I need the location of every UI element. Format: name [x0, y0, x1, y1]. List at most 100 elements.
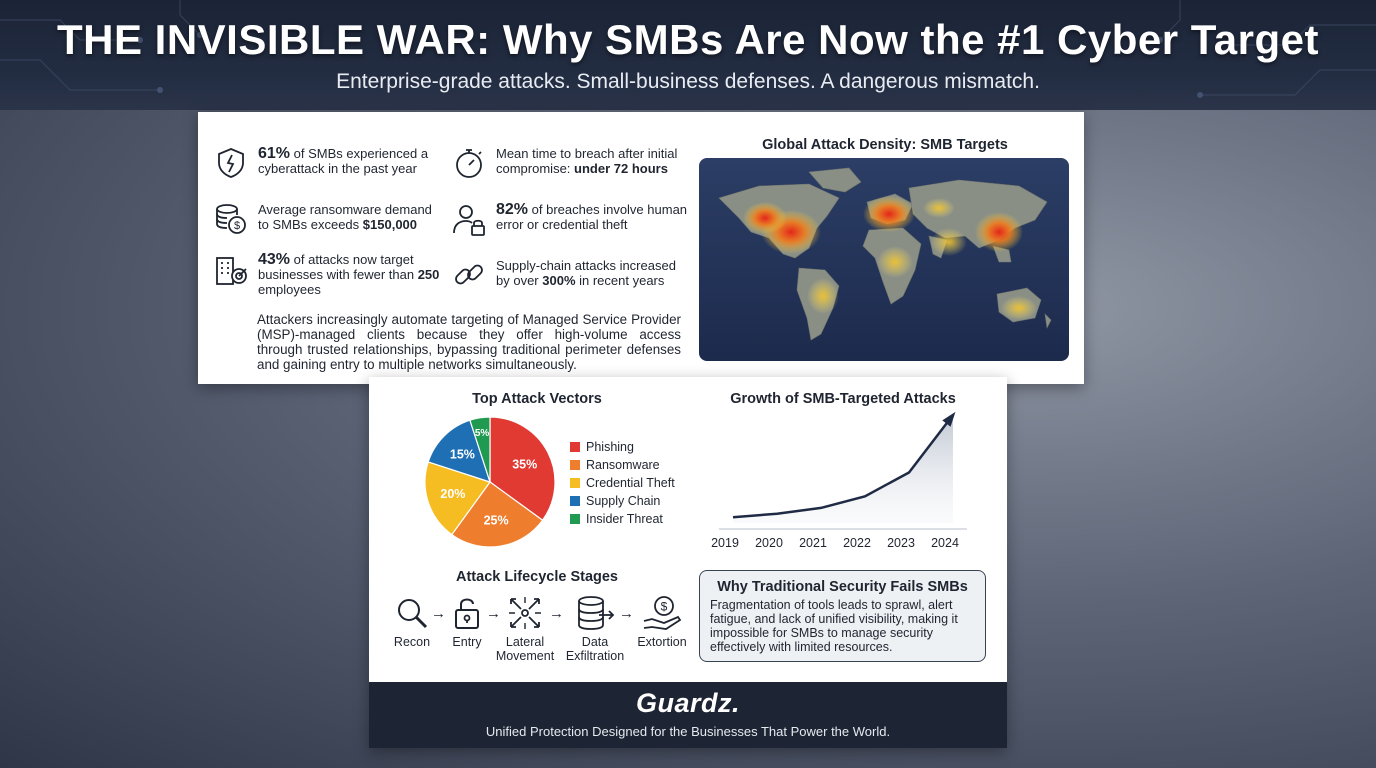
pie-slice [450, 481, 544, 548]
arrow-icon: → [431, 605, 446, 622]
lifecycle-title: Attack Lifecycle Stages [456, 569, 618, 585]
stage-label: Lateral Movement [495, 635, 555, 663]
msp-paragraph: Attackers increasingly automate targetin… [257, 312, 681, 372]
growth-area [733, 415, 953, 523]
legend-item: Supply Chain [570, 492, 675, 510]
building-target-icon [216, 257, 247, 285]
pie-legend: Phishing Ransomware Credential Theft Supply… [570, 438, 675, 528]
stat-bold: $150,000 [362, 217, 418, 232]
legend-swatch [570, 460, 580, 470]
pie-slice [489, 416, 556, 522]
user-lock-icon [453, 205, 485, 236]
growth-title: Growth of SMB-Targeted Attacks [730, 391, 956, 407]
legend-label: Supply Chain [586, 494, 661, 508]
database-export-icon [578, 596, 615, 630]
stage-label: Extortion [637, 635, 687, 649]
page-subtitle: Enterprise-grade attacks. Small-business… [336, 70, 1040, 93]
stat-item: 82% of breaches involve human error or c… [452, 202, 692, 236]
page-title: THE INVISIBLE WAR: Why SMBs Are Now the … [56, 16, 1319, 63]
stat-item: 61% of SMBs experienced a cyberattack in… [214, 146, 438, 180]
pie-slice-label: 25% [484, 514, 509, 528]
stage-data-exfiltration: Data Exfiltration [555, 595, 635, 663]
arrow-icon: → [549, 605, 564, 622]
chain-link-icon [455, 264, 483, 285]
growth-chart: 2019 2020 2021 2022 2023 2024 [711, 411, 967, 550]
pie-slice-label: 20% [440, 487, 465, 501]
why-title: Why Traditional Security Fails SMBs [717, 579, 968, 595]
legend-swatch [570, 478, 580, 488]
hand-dollar-icon: $ [643, 596, 682, 630]
stat-item: Mean time to breach after initial compro… [452, 146, 692, 180]
stat-text: Mean time to breach after initial compro… [496, 146, 678, 176]
stage-label: Recon [393, 635, 431, 649]
shield-crack-icon [218, 148, 244, 178]
circuit-pattern [0, 0, 1376, 98]
x-tick-label: 2021 [799, 536, 827, 550]
lifecycle-stages: Recon → Entry → Lateral Movement → [379, 595, 689, 675]
stat-highlight: 43% [258, 251, 291, 268]
stats-panel: 61% of SMBs experienced a cyberattack in… [198, 112, 1084, 384]
stage-label: Entry [452, 635, 482, 649]
pie-slice-label: 35% [512, 457, 537, 471]
legend-label: Insider Threat [586, 512, 663, 526]
pie-slice-label: 5% [475, 428, 490, 439]
legend-swatch [570, 442, 580, 452]
growth-arrowhead [942, 411, 956, 427]
stat-bold: 300% [542, 273, 576, 288]
stage-extortion: $ Extortion [622, 595, 702, 649]
growth-line [732, 414, 954, 519]
network-arrows-icon [509, 597, 541, 629]
legend-swatch [570, 514, 580, 524]
why-fails-box: Why Traditional Security Fails SMBs Frag… [699, 570, 986, 662]
padlock-open-icon [455, 598, 479, 629]
attack-vectors-pie: 35% 25% 20% 15%5% [424, 416, 556, 548]
stat-tail: in recent years [575, 273, 665, 288]
charts-panel: Top Attack Vectors 35% 25% 20% 15% 5% Phishi… [369, 377, 1007, 748]
stat-bold: under 72 hours [574, 161, 668, 176]
stage-recon: Recon [372, 595, 452, 649]
legend-item: Insider Threat [570, 510, 675, 528]
x-tick-label: 2022 [843, 536, 871, 550]
attack-density-map [699, 158, 1069, 361]
x-tick-label: 2023 [887, 536, 915, 550]
svg-text:$: $ [234, 220, 240, 232]
x-tick-label: 2019 [711, 536, 739, 550]
arrow-icon: → [486, 605, 501, 622]
legend-item: Credential Theft [570, 474, 675, 492]
pie-slice [469, 416, 491, 483]
legend-label: Credential Theft [586, 476, 675, 490]
svg-text:$: $ [661, 600, 668, 614]
stat-text: Average ransomware demand to SMBs exceed… [258, 202, 432, 232]
x-tick-label: 2020 [755, 536, 783, 550]
brand-tagline: Unified Protection Designed for the Busi… [485, 724, 891, 739]
pie-slice [424, 461, 491, 536]
stat-text: of attacks now target businesses with fe… [258, 252, 418, 282]
legend-label: Ransomware [586, 458, 660, 472]
legend-label: Phishing [586, 440, 634, 454]
stat-bold: 250 [417, 267, 440, 282]
stage-entry: Entry [427, 595, 507, 649]
footer: Guardz. Unified Protection Designed for … [369, 682, 1007, 748]
magnifier-icon [398, 599, 428, 629]
legend-item: Ransomware [570, 456, 675, 474]
stage-label: Data Exfiltration [565, 635, 625, 663]
map-title: Global Attack Density: SMB Targets [762, 137, 1008, 153]
header-banner: THE INVISIBLE WAR: Why SMBs Are Now the … [0, 0, 1376, 110]
why-body: Fragmentation of tools leads to sprawl, … [710, 598, 958, 654]
stopwatch-icon [456, 149, 482, 178]
stage-lateral-movement: Lateral Movement [485, 595, 565, 663]
stat-item: 43% of attacks now target businesses wit… [214, 252, 444, 297]
stat-tail: employees [258, 282, 321, 297]
legend-item: Phishing [570, 438, 675, 456]
coin-stack-icon: $ [216, 204, 246, 234]
stat-item: $ Average ransomware demand to SMBs exce… [214, 202, 444, 236]
legend-swatch [570, 496, 580, 506]
brand-logo[interactable]: Guardz. [635, 688, 740, 718]
pie-slice-label: 15% [450, 447, 475, 461]
x-tick-label: 2024 [931, 536, 959, 550]
stat-highlight: 61% [258, 145, 291, 162]
vectors-title: Top Attack Vectors [472, 391, 602, 407]
stat-text: of SMBs experienced a cyberattack in the… [258, 146, 429, 176]
stat-text: of breaches involve human error or crede… [496, 202, 688, 232]
stat-text: Supply-chain attacks increased by over [496, 258, 676, 288]
